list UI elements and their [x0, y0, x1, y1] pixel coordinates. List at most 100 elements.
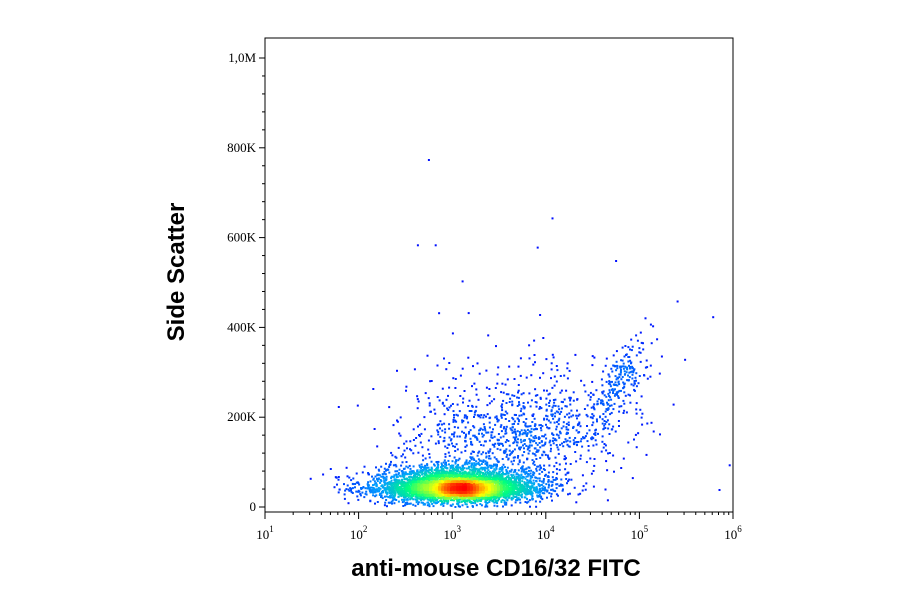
event-dot [446, 407, 449, 410]
event-dot [416, 244, 419, 247]
event-dot [488, 496, 491, 499]
event-dot [632, 371, 635, 374]
event-dot [416, 488, 418, 491]
event-dot [443, 422, 446, 425]
event-dot [627, 360, 630, 363]
event-dot [541, 498, 544, 501]
event-dot [400, 491, 403, 494]
event-dot [485, 369, 488, 372]
event-dot [508, 401, 511, 403]
event-dot [422, 459, 425, 462]
event-dot [439, 427, 441, 430]
event-dot [482, 482, 485, 484]
event-dot [345, 466, 348, 469]
event-dot [508, 365, 511, 368]
event-dot [439, 435, 442, 438]
event-dot [428, 503, 431, 506]
event-dot [398, 432, 401, 435]
event-dot [456, 467, 459, 470]
event-dot [576, 409, 578, 412]
event-dot [486, 477, 488, 480]
event-dot [560, 400, 563, 403]
event-dot [481, 435, 484, 438]
event-dot [504, 441, 507, 444]
event-dot [536, 246, 539, 249]
event-dot [431, 477, 434, 480]
event-dot [551, 440, 554, 442]
event-dot [476, 471, 479, 474]
event-dot [498, 468, 501, 471]
event-dot [446, 478, 448, 480]
event-dot [533, 428, 535, 431]
event-dot [532, 413, 535, 416]
event-dot [635, 372, 638, 375]
event-dot [477, 458, 480, 461]
event-dot [555, 433, 558, 436]
event-dot [464, 449, 467, 452]
event-dot [550, 480, 553, 483]
event-dot [568, 478, 571, 481]
event-dot [629, 394, 631, 397]
event-dot [455, 420, 458, 423]
event-dot [397, 481, 400, 484]
event-dot [451, 499, 454, 502]
event-dot [568, 369, 571, 372]
event-dot [559, 443, 562, 446]
event-dot [495, 415, 498, 418]
event-dot [601, 435, 604, 438]
event-dot [464, 503, 467, 506]
event-dot [486, 413, 489, 416]
event-dot [404, 481, 407, 484]
event-dot [456, 470, 459, 473]
event-dot [504, 432, 507, 435]
event-dot [592, 405, 595, 408]
event-dot [512, 490, 515, 493]
event-dot [453, 426, 456, 429]
event-dot [400, 455, 403, 458]
event-dot [520, 429, 523, 432]
event-dot [422, 498, 425, 501]
event-dot [404, 490, 407, 493]
event-dot [423, 468, 426, 471]
event-dot [559, 391, 562, 394]
event-dot [490, 472, 493, 475]
event-dot [595, 443, 598, 446]
event-dot [417, 473, 420, 476]
event-dot [508, 478, 510, 481]
event-dot [364, 487, 367, 490]
event-dot [552, 404, 555, 407]
event-dot [440, 497, 443, 500]
event-dot [396, 476, 399, 478]
event-dot [459, 505, 461, 508]
event-dot [630, 338, 633, 341]
event-dot [517, 438, 519, 441]
event-dot [431, 478, 434, 481]
event-dot [515, 477, 518, 480]
event-dot [594, 439, 597, 442]
event-dot [464, 475, 467, 478]
event-dot [478, 450, 481, 453]
event-dot [557, 448, 560, 451]
event-dot [526, 428, 529, 431]
event-dot [554, 456, 557, 459]
event-dot [393, 494, 396, 497]
event-dot [462, 500, 465, 502]
event-dot [437, 501, 440, 503]
event-dot [498, 498, 500, 501]
event-dot [504, 483, 507, 486]
event-dot [492, 480, 494, 483]
event-dot [557, 494, 559, 497]
event-dot [617, 390, 620, 393]
event-dot [502, 399, 505, 402]
event-dot [623, 391, 626, 394]
event-dot [550, 413, 553, 416]
event-dot [406, 473, 409, 476]
event-dot [622, 457, 625, 460]
event-dot [604, 364, 607, 367]
event-dot [517, 497, 520, 500]
event-dot [630, 362, 632, 365]
event-dot [410, 449, 413, 452]
event-dot [484, 496, 487, 499]
event-dot [634, 433, 637, 436]
event-dot [467, 497, 470, 500]
